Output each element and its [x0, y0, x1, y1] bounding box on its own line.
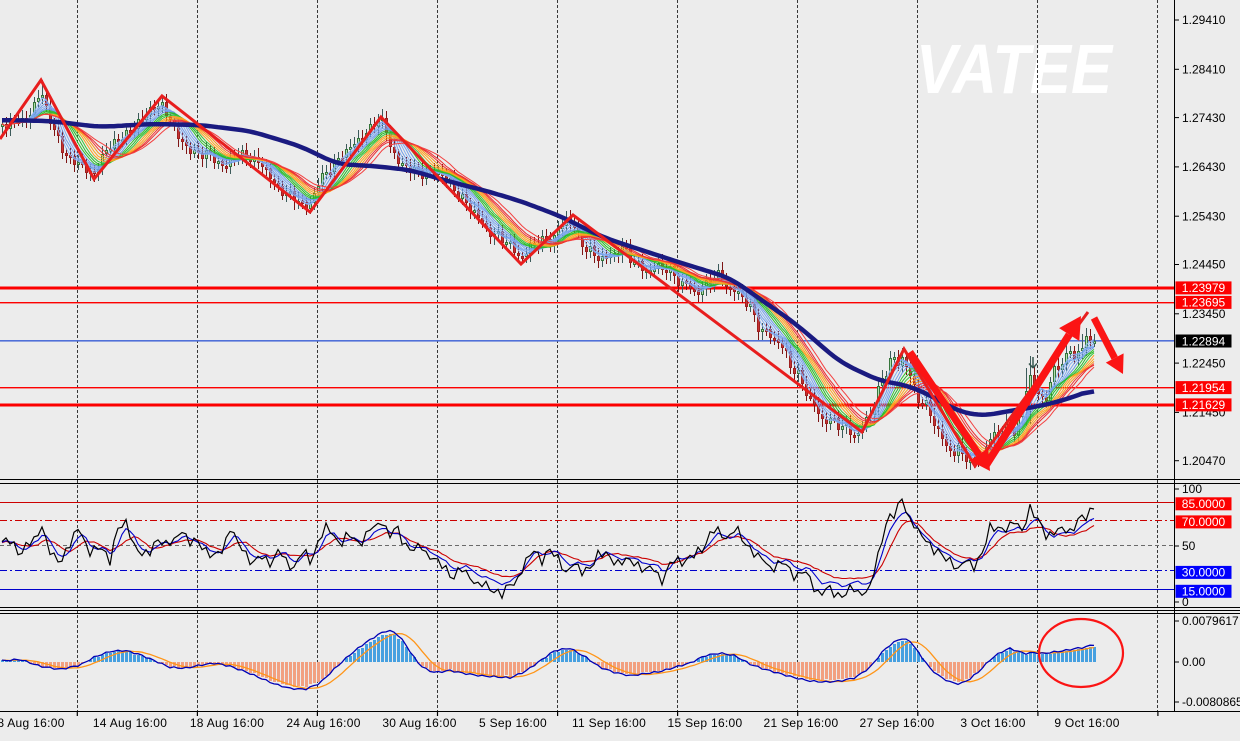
svg-text:1.27430: 1.27430 — [1182, 111, 1226, 125]
svg-text:8 Aug 16:00: 8 Aug 16:00 — [0, 716, 65, 730]
svg-text:0.00: 0.00 — [1182, 655, 1206, 669]
svg-text:1.23979: 1.23979 — [1182, 281, 1226, 295]
svg-text:1.25430: 1.25430 — [1182, 209, 1226, 223]
svg-text:1.26430: 1.26430 — [1182, 160, 1226, 174]
svg-text:3 Oct 16:00: 3 Oct 16:00 — [960, 716, 1025, 730]
svg-text:70.0000: 70.0000 — [1182, 515, 1226, 529]
svg-text:18 Aug 16:00: 18 Aug 16:00 — [190, 716, 264, 730]
svg-text:1.23450: 1.23450 — [1182, 307, 1226, 321]
svg-text:1.21954: 1.21954 — [1182, 381, 1226, 395]
svg-text:27 Sep 16:00: 27 Sep 16:00 — [860, 716, 935, 730]
svg-text:50: 50 — [1182, 539, 1196, 553]
svg-text:14 Aug 16:00: 14 Aug 16:00 — [93, 716, 167, 730]
svg-text:-0.0080865: -0.0080865 — [1182, 695, 1240, 709]
svg-text:85.0000: 85.0000 — [1182, 497, 1226, 511]
svg-text:1.22450: 1.22450 — [1182, 356, 1226, 370]
svg-text:24 Aug 16:00: 24 Aug 16:00 — [286, 716, 360, 730]
svg-text:15 Sep 16:00: 15 Sep 16:00 — [668, 716, 743, 730]
svg-text:1.29410: 1.29410 — [1182, 13, 1226, 27]
svg-text:0.0079617: 0.0079617 — [1182, 614, 1239, 628]
svg-text:1.22894: 1.22894 — [1182, 334, 1226, 348]
svg-text:1.24450: 1.24450 — [1182, 258, 1226, 272]
svg-text:30 Aug 16:00: 30 Aug 16:00 — [382, 716, 456, 730]
svg-text:11 Sep 16:00: 11 Sep 16:00 — [572, 716, 646, 730]
svg-text:30.0000: 30.0000 — [1182, 566, 1226, 580]
svg-text:1.28410: 1.28410 — [1182, 63, 1226, 77]
svg-text:21 Sep 16:00: 21 Sep 16:00 — [764, 716, 839, 730]
svg-text:100: 100 — [1182, 482, 1202, 496]
svg-text:1.23695: 1.23695 — [1182, 296, 1226, 310]
svg-text:9 Oct 16:00: 9 Oct 16:00 — [1054, 716, 1119, 730]
svg-text:1.21629: 1.21629 — [1182, 398, 1226, 412]
svg-text:0: 0 — [1182, 595, 1189, 609]
svg-text:VATEE: VATEE — [916, 30, 1114, 108]
svg-text:15.0000: 15.0000 — [1182, 585, 1226, 599]
svg-text:1.20470: 1.20470 — [1182, 454, 1226, 468]
svg-text:5 Sep 16:00: 5 Sep 16:00 — [479, 716, 547, 730]
